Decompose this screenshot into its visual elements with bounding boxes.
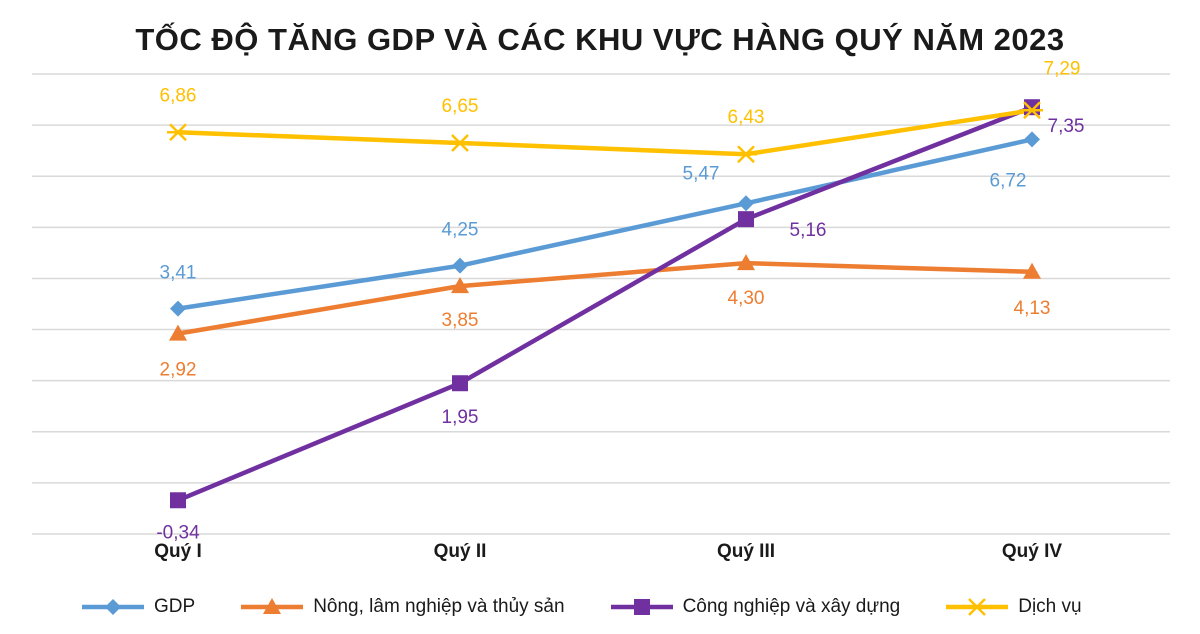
legend-label: Nông, lâm nghiệp và thủy sản [313,596,565,617]
legend-item: GDP [80,596,195,618]
data-point-marker [170,300,186,317]
data-point-marker [1024,99,1040,116]
data-point-marker [105,599,121,615]
data-label: 6,43 [728,107,765,128]
legend-item: Công nghiệp và xây dựng [609,596,901,618]
data-point-marker [1023,262,1041,279]
data-point-marker [738,195,754,212]
data-point-marker [449,134,471,152]
series-markers [167,99,1043,509]
data-point-marker [169,324,187,341]
data-label: 5,16 [790,220,827,241]
chart-title: TỐC ĐỘ TĂNG GDP VÀ CÁC KHU VỰC HÀNG QUÝ … [135,22,1065,57]
data-point-marker [263,598,282,614]
data-point-marker [167,123,189,142]
data-label: 5,47 [683,163,720,184]
gridlines [32,73,1170,535]
legend-label: GDP [154,596,196,617]
legend-label: Công nghiệp và xây dựng [682,596,901,617]
data-point-marker [966,598,989,616]
legend-swatch [610,599,673,615]
series-line [177,105,1033,503]
data-label: 6,86 [160,85,197,106]
data-point-marker [452,257,468,274]
legend-swatch [946,598,1009,616]
legend-swatch [241,598,304,614]
series-lines [177,105,1033,503]
data-labels: 3,41 4,25 5,47 6,72 2,92 3,85 4,30 4,13 -0,34 1,9… [156,58,1084,543]
data-point-marker [1021,101,1043,120]
data-label: 3,85 [442,310,479,331]
data-label: 7,35 [1048,116,1085,137]
data-label: 4,13 [1014,298,1051,319]
x-tick-label: Quý II [434,541,487,562]
legend: GDP Nông, lâm nghiệp và thủy sản Công nghi… [80,590,1180,624]
legend-item: Nông, lâm nghiệp và thủy sản [239,596,565,618]
x-tick-label: Quý III [717,541,775,562]
data-point-marker [451,277,469,294]
data-label: 4,25 [442,220,479,241]
legend-label: Dịch vụ [1018,596,1082,617]
legend-swatch [82,599,144,615]
data-label: -0,34 [156,522,200,543]
series-line [177,137,1033,311]
data-label: 6,65 [442,96,479,117]
data-label: 6,72 [990,170,1027,191]
data-point-marker [737,254,755,271]
data-point-marker [633,599,650,615]
x-tick-label: Quý I [154,541,202,562]
data-point-marker [170,492,186,509]
x-tick-label: Quý IV [1002,541,1063,562]
data-label: 4,30 [728,288,765,309]
x-axis-tick-labels: Quý I Quý II Quý III Quý IV [154,541,1062,562]
line-chart: 3,41 4,25 5,47 6,72 2,92 3,85 4,30 4,13 -0,34 1,9… [32,58,1170,562]
data-point-marker [452,375,468,392]
legend-item: Dịch vụ [944,596,1082,618]
data-point-marker [1024,131,1040,148]
series-line [177,108,1033,157]
data-label: 1,95 [442,407,479,428]
data-point-marker [735,145,757,164]
data-label: 3,41 [160,263,197,284]
data-point-marker [738,211,754,228]
data-label: 7,29 [1044,58,1081,79]
data-label: 2,92 [160,360,197,381]
series-line [177,260,1033,336]
